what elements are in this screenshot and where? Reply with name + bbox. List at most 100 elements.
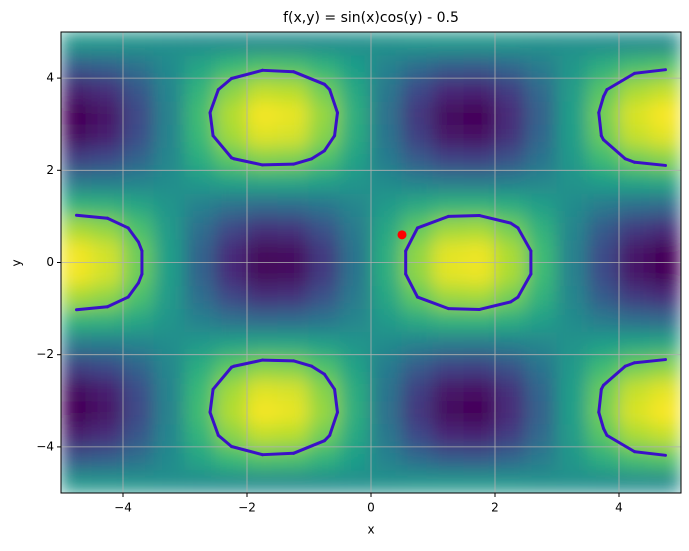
heat-cell — [339, 354, 372, 379]
heat-cell — [339, 77, 372, 102]
heat-cell — [463, 262, 496, 287]
heat-cell — [618, 215, 651, 240]
heat-cell — [215, 32, 248, 56]
heat-cell — [463, 308, 496, 333]
heat-cell — [308, 446, 341, 471]
heat-cell — [215, 285, 248, 310]
heat-cell — [184, 192, 217, 217]
heat-cell — [308, 54, 341, 79]
heat-cell — [153, 285, 186, 310]
heat-cell — [432, 54, 465, 79]
heat-cell — [339, 146, 372, 171]
y-tick-label: −2 — [36, 347, 54, 361]
heat-cell — [370, 100, 403, 125]
contour-segment — [333, 111, 339, 138]
heat-cell — [649, 377, 681, 402]
heat-cell — [91, 169, 124, 194]
heat-cell — [277, 169, 310, 194]
contour-segment — [232, 157, 264, 167]
heat-cell — [587, 400, 620, 425]
heat-cell — [122, 192, 155, 217]
contour-segment — [597, 387, 603, 414]
heat-cell — [277, 354, 310, 379]
heat-cell — [61, 123, 93, 148]
heat-cell — [432, 446, 465, 471]
heat-cell — [122, 77, 155, 102]
heat-cell — [61, 215, 93, 240]
heat-cell — [122, 123, 155, 148]
heat-cell — [587, 169, 620, 194]
contour-segment — [328, 410, 339, 437]
heat-cell — [122, 54, 155, 79]
contour-segment — [261, 358, 295, 363]
heat-cell — [122, 32, 155, 56]
heat-cell — [587, 215, 620, 240]
heat-cell — [618, 377, 651, 402]
heat-cell — [91, 32, 124, 56]
heat-cell — [61, 354, 93, 379]
contour-segment — [633, 358, 667, 365]
contour-segment — [416, 214, 450, 230]
heat-cell — [649, 123, 681, 148]
heat-cell — [649, 146, 681, 171]
contour-segment — [509, 221, 520, 230]
heat-cell — [61, 377, 93, 402]
contour-segment — [292, 70, 326, 86]
heat-cell — [432, 238, 465, 263]
chart-title: f(x,y) = sin(x)cos(y) - 0.5 — [283, 10, 459, 26]
heat-cell — [215, 469, 248, 493]
heat-cell — [91, 423, 124, 448]
contour-segment — [126, 226, 140, 244]
heat-cell — [494, 146, 527, 171]
heat-cell — [308, 331, 341, 356]
contour-segment — [623, 361, 636, 368]
heat-cell — [339, 400, 372, 425]
contour-segment — [597, 95, 605, 115]
heat-cell — [370, 423, 403, 448]
heat-cell — [463, 123, 496, 148]
contour-segment — [106, 295, 130, 309]
heat-cell — [308, 77, 341, 102]
heat-cell — [308, 423, 341, 448]
heat-cell — [432, 400, 465, 425]
heat-cell — [153, 192, 186, 217]
heat-cell — [246, 469, 279, 493]
contour-segment — [292, 359, 314, 368]
heat-cell — [122, 100, 155, 125]
heat-cell — [91, 262, 124, 287]
heat-cell — [432, 146, 465, 171]
heat-cell — [153, 354, 186, 379]
contour-segment — [292, 157, 314, 166]
heat-cell — [61, 469, 93, 493]
heat-cell — [370, 169, 403, 194]
heat-cell — [339, 100, 372, 125]
heat-cell — [91, 123, 124, 148]
heat-cell — [91, 331, 124, 356]
heat-cell — [184, 285, 217, 310]
heat-cell — [153, 54, 186, 79]
heat-cell — [308, 32, 341, 56]
heat-cell — [91, 192, 124, 217]
heat-cell — [556, 77, 589, 102]
heat-cell — [587, 238, 620, 263]
heat-cell — [91, 54, 124, 79]
heat-cell — [370, 308, 403, 333]
heat-cell — [246, 262, 279, 287]
heat-cell — [339, 215, 372, 240]
heat-cell — [277, 308, 310, 333]
heat-cell — [61, 146, 93, 171]
heat-cell — [370, 215, 403, 240]
heat-cell — [463, 169, 496, 194]
heat-cell — [246, 446, 279, 471]
contour-segment — [478, 300, 512, 311]
heat-cell — [587, 32, 620, 56]
heat-cell — [246, 100, 279, 125]
heat-cell — [432, 77, 465, 102]
heat-cell — [432, 354, 465, 379]
contour-segment — [404, 226, 419, 253]
heat-cell — [432, 32, 465, 56]
x-axis-label: x — [367, 523, 374, 537]
heat-cell — [494, 423, 527, 448]
heat-cell — [153, 377, 186, 402]
heat-cell — [277, 423, 310, 448]
